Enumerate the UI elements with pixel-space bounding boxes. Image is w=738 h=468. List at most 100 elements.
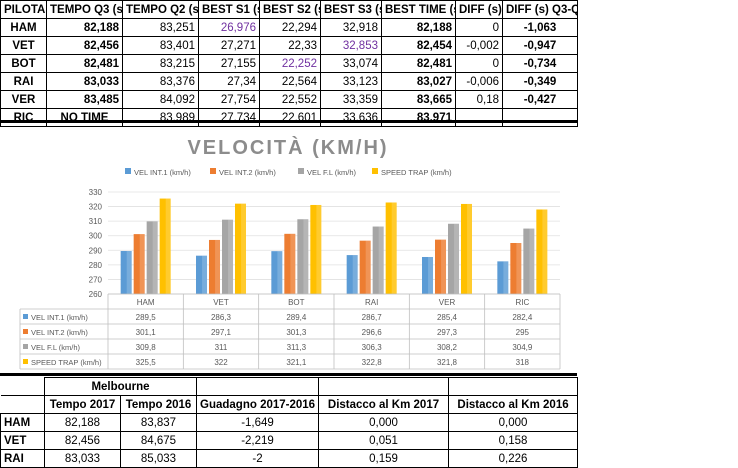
data-label: 295 (516, 328, 530, 337)
bar (346, 255, 358, 294)
bar (422, 256, 433, 294)
x-tick-label: VET (213, 298, 229, 307)
bar-shade (241, 203, 246, 294)
value-cell: 26,976 (198, 18, 260, 37)
driver-cell: RAI (0, 72, 47, 91)
bar (536, 209, 548, 294)
value-cell: 0,051 (318, 431, 450, 450)
value-cell: 83,665 (381, 90, 456, 109)
bar (133, 234, 145, 294)
divider-line (0, 373, 577, 376)
table-legend-swatch (23, 329, 28, 334)
bar-shade (454, 223, 459, 294)
data-label: 286,7 (362, 313, 383, 322)
value-cell: -1,063 (502, 18, 578, 37)
value-cell: 84,675 (119, 431, 198, 450)
header-cell: DIFF (s) Q3-Q2 (502, 0, 578, 19)
y-tick-label: 290 (89, 246, 103, 255)
bar-shade (277, 251, 283, 294)
value-cell: -0,349 (502, 72, 578, 91)
bar (271, 251, 283, 294)
header-cell: TEMPO Q2 (s) (122, 0, 199, 19)
table-series-label: VEL F.L (km/h) (31, 343, 81, 352)
melbourne-table: Melbourne Tempo 2017 Tempo 2016 Guadagno… (0, 377, 579, 468)
table-legend-swatch (23, 359, 28, 364)
bar (435, 239, 446, 294)
data-label: 311,3 (287, 343, 307, 352)
table-series-label: SPEED TRAP (km/h) (31, 358, 102, 367)
value-cell: 27,34 (198, 72, 260, 91)
bar (284, 233, 296, 294)
value-cell: 82,456 (46, 36, 123, 55)
value-cell: 82,481 (381, 54, 456, 73)
melbourne-row: VET 82,456 84,675 -2,219 0,051 0,158 (0, 431, 579, 450)
bar-shade (152, 221, 158, 294)
bar-shade (139, 234, 145, 294)
value-cell: 82,454 (381, 36, 456, 55)
bar-shade (228, 219, 233, 294)
qualifying-row: VER 83,485 84,092 27,754 22,552 33,359 83,665 0… (0, 90, 578, 109)
header-cell: Distacco al Km 2017 (318, 395, 450, 414)
melbourne-group-row: Melbourne (0, 377, 579, 396)
driver-cell: RAI (0, 449, 45, 468)
y-tick-label: 300 (89, 232, 103, 241)
value-cell: 83,251 (122, 18, 199, 37)
bar (448, 223, 459, 294)
value-cell: 0,226 (448, 449, 579, 468)
data-label: 322 (214, 358, 228, 367)
value-cell: 33,359 (320, 90, 382, 109)
blank-cell (0, 377, 45, 396)
driver-cell: VER (0, 90, 47, 109)
blank-cell (0, 395, 45, 414)
bar (310, 204, 322, 294)
bar (120, 251, 132, 294)
header-cell: Distacco al Km 2016 (448, 395, 579, 414)
bar-shade (378, 226, 384, 294)
driver-cell: HAM (0, 18, 47, 37)
value-cell: 83,215 (122, 54, 199, 73)
value-cell: 27,754 (198, 90, 260, 109)
value-cell: 32,918 (320, 18, 382, 37)
bar-shade (503, 261, 509, 294)
y-tick-label: 310 (89, 217, 103, 226)
value-cell: 0,000 (318, 413, 450, 432)
value-cell: 33,123 (320, 72, 382, 91)
value-cell: -2 (196, 449, 320, 468)
bar-shade (165, 198, 171, 294)
legend-entry: VEL INT.2 (km/h) (219, 168, 276, 177)
qualifying-row: VET 82,456 83,401 27,271 22,33 32,853 82,454 -0… (0, 36, 578, 55)
bar (196, 255, 207, 294)
value-cell: 22,252 (259, 54, 321, 73)
bar (209, 239, 220, 294)
data-label: 311 (215, 343, 228, 352)
legend-entry: VEL INT.1 (km/h) (134, 168, 191, 177)
bar (222, 219, 233, 294)
table-legend-swatch (23, 314, 28, 319)
value-cell: 83,837 (119, 413, 198, 432)
value-cell: 84,092 (122, 90, 199, 109)
value-cell: 83,027 (381, 72, 456, 91)
y-tick-label: 320 (89, 203, 103, 212)
header-cell: Tempo 2016 (119, 395, 198, 414)
value-cell: 85,033 (119, 449, 198, 468)
value-cell: -0,734 (502, 54, 578, 73)
legend-swatch (372, 168, 378, 174)
bar-shade (467, 203, 472, 294)
driver-cell: VET (0, 431, 45, 450)
value-cell: 0,000 (448, 413, 579, 432)
header-cell: PILOTA (0, 0, 47, 19)
melbourne-row: RAI 83,033 85,033 -2 0,159 0,226 (0, 449, 579, 468)
data-label: 325,5 (136, 358, 157, 367)
data-label: 296,6 (362, 328, 383, 337)
legend-entry: VEL F.L (km/h) (307, 168, 357, 177)
header-cell: TEMPO Q3 (s) (46, 0, 123, 19)
x-tick-label: VER (439, 298, 456, 307)
bar-shade (126, 251, 132, 294)
data-label: 318 (516, 358, 530, 367)
bar-shade (202, 255, 207, 294)
bar (497, 261, 509, 294)
x-tick-label: HAM (137, 298, 155, 307)
value-cell: 22,294 (259, 18, 321, 37)
value-cell: 83,376 (122, 72, 199, 91)
data-label: 286,3 (211, 313, 232, 322)
